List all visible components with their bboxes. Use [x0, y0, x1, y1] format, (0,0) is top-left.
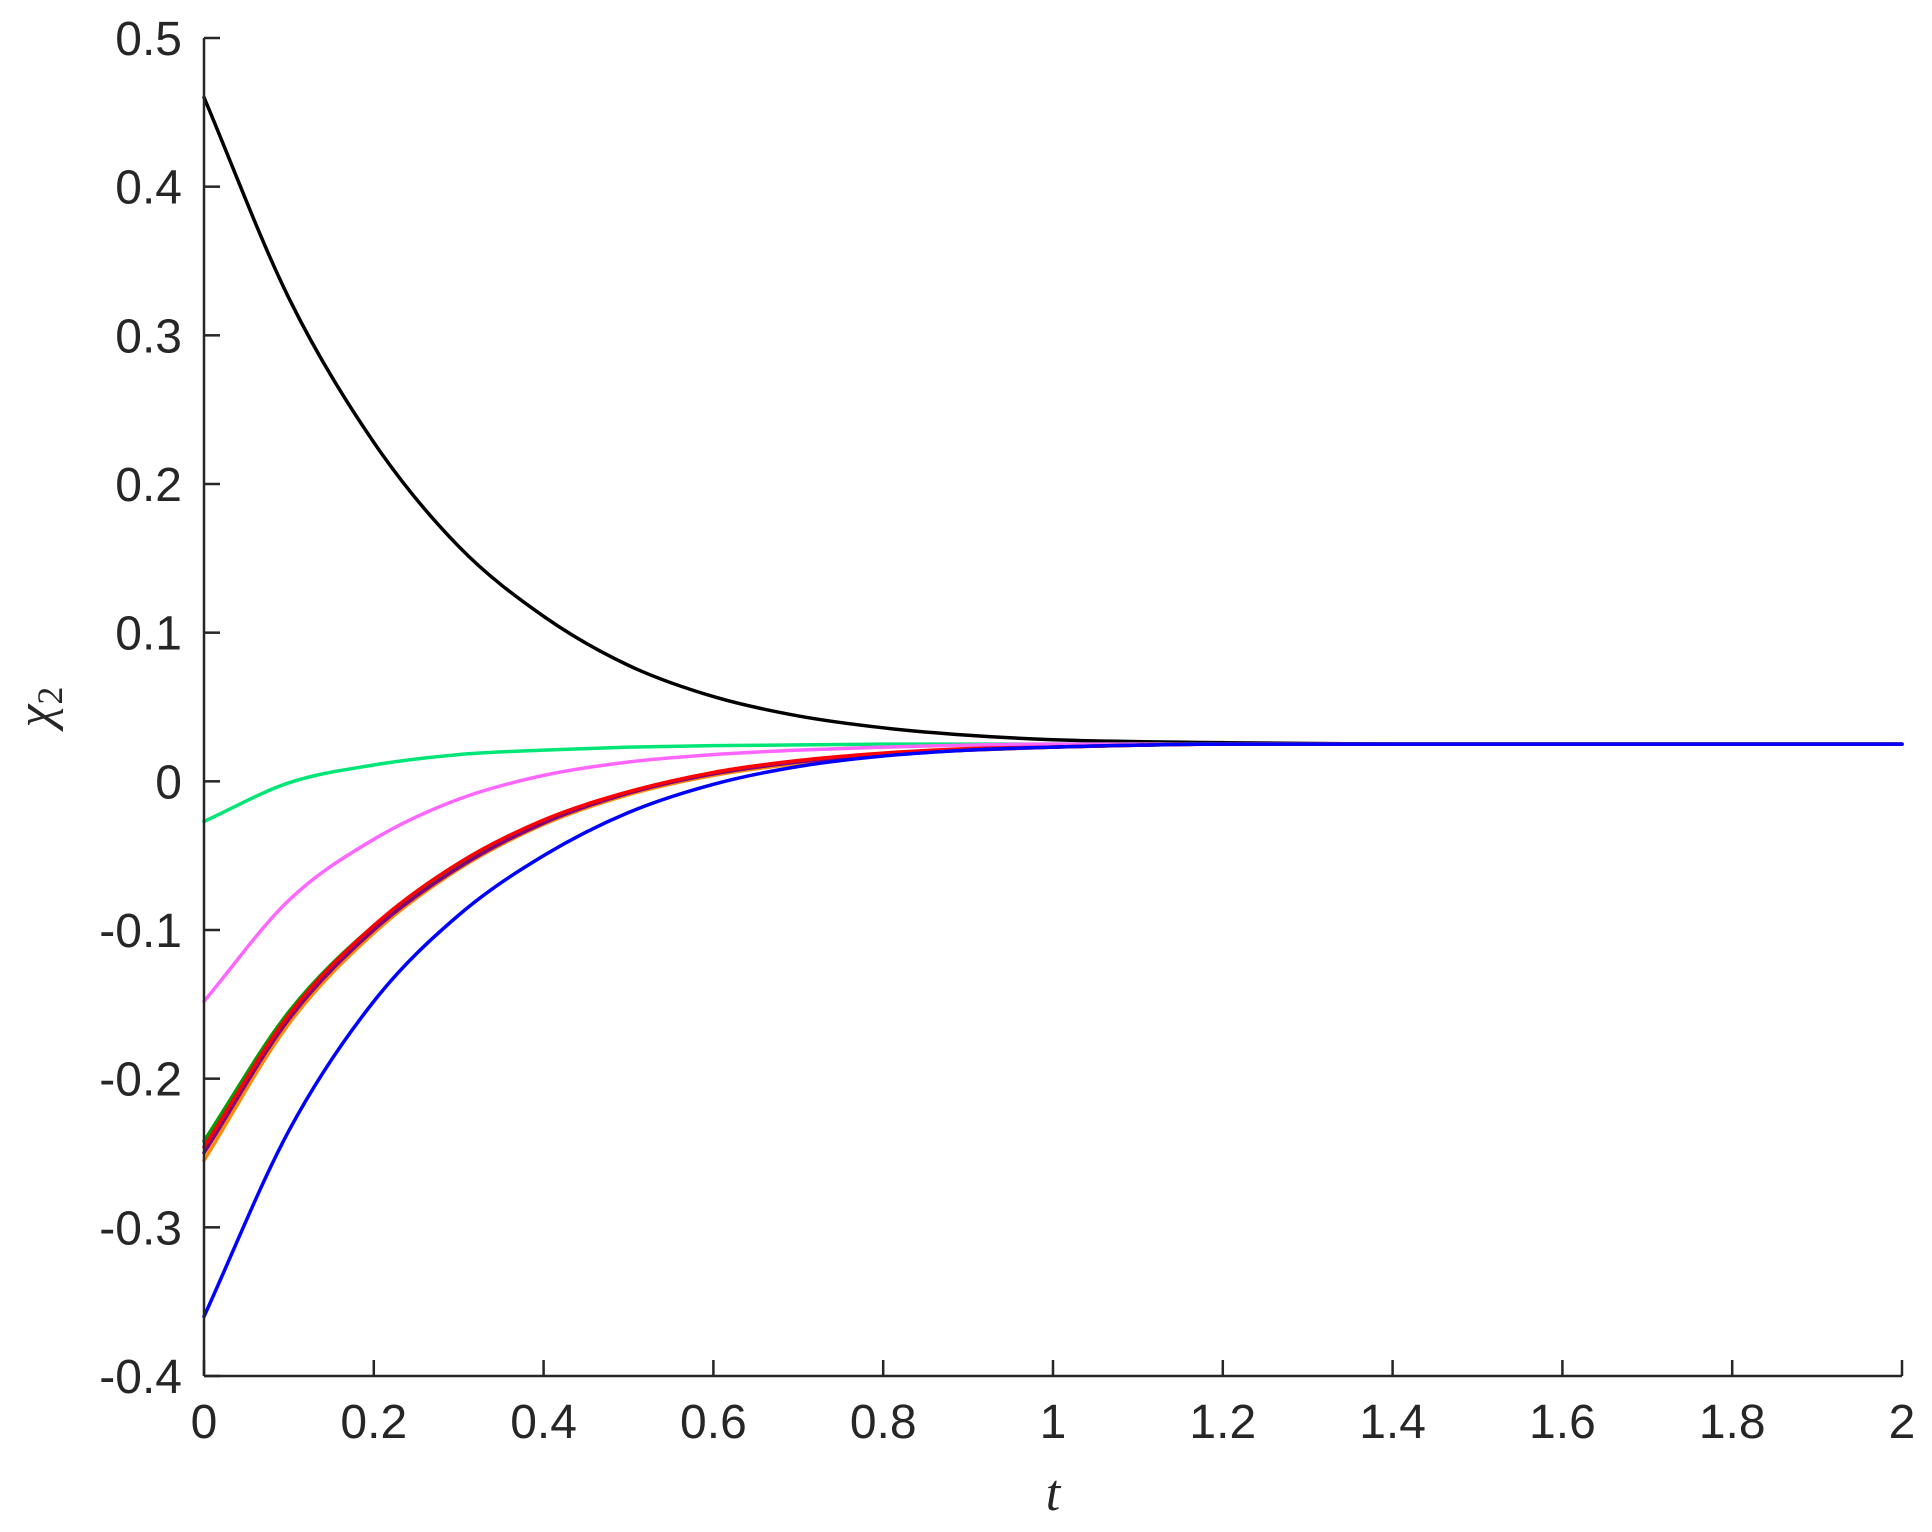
x-tick-label: 0 [191, 1396, 218, 1449]
series-line-6 [202, 742, 1904, 1155]
x-ticks: 0 0.2 0.4 0.6 0.8 1 1.2 1.4 1.6 1.8 2 [191, 1360, 1916, 1449]
x-tick-label: 1.4 [1359, 1396, 1426, 1449]
y-axis-label-main: χ [7, 703, 64, 732]
y-tick-label: 0.1 [115, 608, 182, 661]
y-axis-label-subscript: 2 [30, 687, 70, 705]
y-ticks: -0.4 -0.3 -0.2 -0.1 0 0.1 0.2 0.3 0.4 0.5 [99, 13, 220, 1404]
series-line-2 [202, 742, 1904, 824]
y-tick-label: 0.2 [115, 459, 182, 512]
y-tick-label: 0.4 [115, 162, 182, 215]
y-axis-label: χ2 [7, 687, 70, 733]
series-layer [202, 95, 1904, 1319]
x-tick-label: 0.4 [510, 1396, 577, 1449]
series-line-1 [202, 95, 1904, 746]
y-tick-label: -0.1 [99, 905, 182, 958]
y-tick-label: 0 [155, 756, 182, 809]
x-tick-label: 0.6 [680, 1396, 747, 1449]
x-tick-label: 0.2 [340, 1396, 407, 1449]
series-line-5 [202, 742, 1904, 1163]
x-tick-label: 2 [1889, 1396, 1916, 1449]
series-line-8 [202, 742, 1904, 1319]
series-line-7 [202, 742, 1904, 1149]
y-tick-label: 0.3 [115, 310, 182, 363]
series-line-4 [202, 742, 1904, 1143]
axes [202, 38, 1902, 1378]
x-tick-label: 1.6 [1529, 1396, 1596, 1449]
x-tick-label: 0.8 [850, 1396, 917, 1449]
y-tick-label: 0.5 [115, 13, 182, 66]
x-tick-label: 1.2 [1189, 1396, 1256, 1449]
series-line-3 [202, 742, 1904, 1004]
y-tick-label: -0.3 [99, 1202, 182, 1255]
x-tick-label: 1 [1040, 1396, 1067, 1449]
x-axis-label: t [1046, 1465, 1062, 1522]
y-tick-label: -0.4 [99, 1351, 182, 1404]
y-tick-label: -0.2 [99, 1054, 182, 1107]
x-tick-label: 1.8 [1699, 1396, 1766, 1449]
